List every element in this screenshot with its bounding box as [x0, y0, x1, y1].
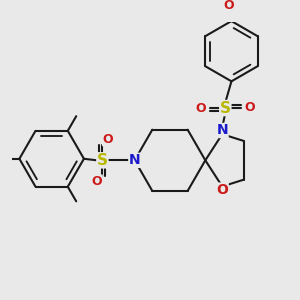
- Text: N: N: [129, 153, 140, 167]
- Text: O: O: [103, 133, 113, 146]
- Text: O: O: [244, 101, 255, 114]
- Text: O: O: [92, 175, 102, 188]
- Text: O: O: [196, 102, 206, 115]
- Text: S: S: [97, 153, 108, 168]
- Text: N: N: [216, 124, 228, 137]
- Text: S: S: [220, 100, 231, 116]
- Text: O: O: [216, 183, 228, 197]
- Text: O: O: [224, 0, 234, 12]
